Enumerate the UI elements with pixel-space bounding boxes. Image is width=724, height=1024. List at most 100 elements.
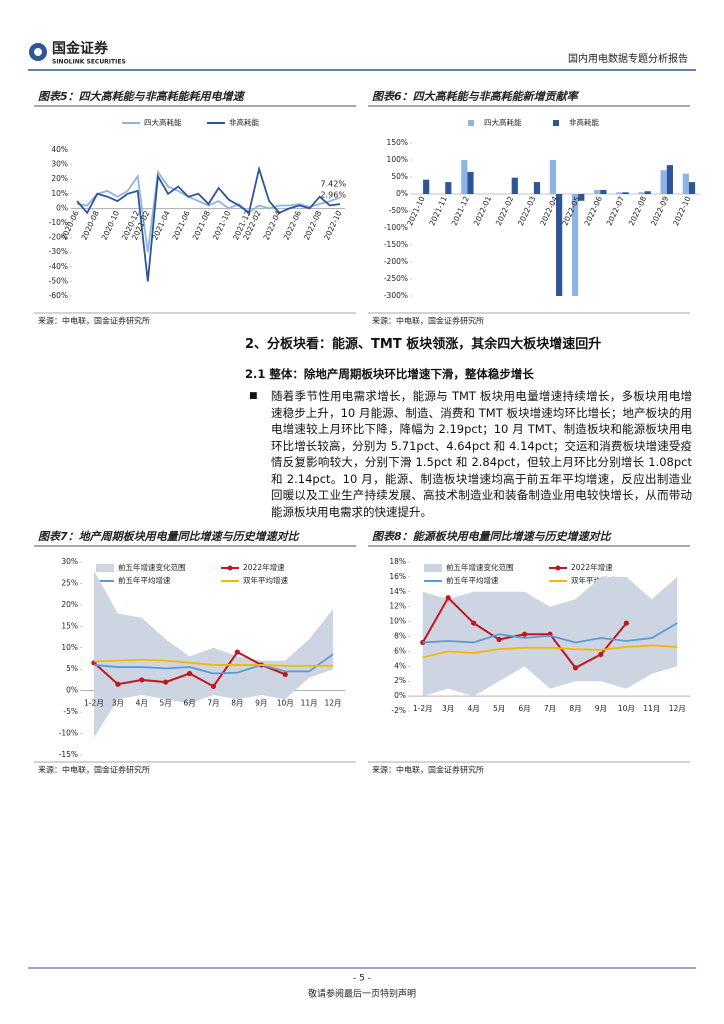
y-tick-label: -10% bbox=[49, 218, 68, 227]
series-line bbox=[422, 622, 678, 644]
x-tick-label: 1-2月 bbox=[413, 704, 433, 713]
y-tick-label: -30% bbox=[49, 247, 68, 256]
x-tick-label: 2022-02 bbox=[494, 195, 515, 227]
paragraph: 随着季节性用电需求增长，能源与 TMT 板块用电量增速持续增长，多板块用电增速稳… bbox=[245, 388, 692, 520]
y-tick-label: 12% bbox=[389, 602, 406, 611]
point bbox=[139, 677, 145, 683]
bar bbox=[644, 191, 651, 194]
annotation: 7.42% bbox=[321, 180, 347, 189]
y-tick-label: 0% bbox=[394, 691, 406, 700]
point bbox=[598, 651, 604, 657]
y-tick-label: 10% bbox=[389, 617, 406, 626]
point bbox=[282, 671, 288, 677]
bar bbox=[682, 173, 689, 194]
figure-title: 图表5：四大高耗能与非高耗能耗用电增速 bbox=[38, 90, 246, 103]
y-tick-label: 14% bbox=[389, 587, 406, 596]
y-tick-label: 100% bbox=[387, 155, 408, 164]
point bbox=[521, 631, 528, 637]
series-line bbox=[76, 165, 341, 282]
x-tick-label: 2022-10 bbox=[671, 195, 692, 227]
x-tick-label: 2021-12 bbox=[450, 195, 471, 227]
bar bbox=[688, 182, 696, 194]
figure-source: 来源：中电联，国金证券研究所 bbox=[372, 765, 484, 775]
y-tick-label: -10% bbox=[59, 729, 78, 738]
x-tick-label: 1-2月 bbox=[84, 699, 104, 708]
y-tick-label: -50% bbox=[49, 276, 68, 285]
legend-swatch bbox=[424, 564, 442, 572]
legend-label: 四大高耗能 bbox=[484, 117, 522, 127]
point bbox=[471, 620, 477, 626]
x-tick-label: 2022-08 bbox=[627, 195, 648, 227]
x-tick-label: 11月 bbox=[301, 699, 318, 708]
y-tick-label: 10% bbox=[51, 189, 68, 198]
y-tick-label: -15% bbox=[59, 750, 78, 759]
x-tick-label: 10月 bbox=[277, 699, 294, 708]
legend-label: 前五年平均增速 bbox=[446, 575, 499, 585]
y-tick-label: 30% bbox=[61, 557, 78, 566]
x-tick-label: 8月 bbox=[569, 704, 581, 713]
legend-label: 双年平均增速 bbox=[243, 575, 288, 585]
x-tick-label: 3月 bbox=[442, 704, 454, 713]
x-tick-label: 5月 bbox=[493, 704, 505, 713]
y-tick-label: 40% bbox=[51, 145, 68, 154]
point bbox=[210, 683, 217, 689]
x-tick-label: 4月 bbox=[467, 704, 479, 713]
y-tick-label: 20% bbox=[61, 600, 78, 609]
logo-en: SINOLINK SECURITIES bbox=[52, 59, 126, 66]
legend-label: 前五年平均增速 bbox=[118, 575, 171, 585]
legend-label: 2022年增速 bbox=[243, 562, 285, 572]
y-tick-label: -40% bbox=[49, 262, 68, 271]
point bbox=[115, 681, 121, 687]
y-tick-label: 25% bbox=[61, 578, 78, 587]
y-tick-label: -2% bbox=[391, 706, 406, 715]
legend-label: 2022年增速 bbox=[571, 562, 613, 572]
bar bbox=[666, 165, 673, 194]
x-tick-label: 12月 bbox=[669, 704, 686, 713]
legend-swatch bbox=[553, 120, 559, 126]
bar bbox=[556, 194, 563, 296]
x-tick-label: 3月 bbox=[112, 699, 124, 708]
y-tick-label: -5% bbox=[63, 707, 78, 716]
y-tick-label: -200% bbox=[384, 257, 408, 266]
x-tick-label: 2020-08 bbox=[79, 209, 100, 241]
bar bbox=[445, 182, 452, 194]
x-tick-label: 2020-10 bbox=[100, 209, 121, 241]
figure-title: 图表8：能源板块用电量同比增速与历史增速对比 bbox=[372, 530, 613, 543]
y-tick-label: 50% bbox=[391, 172, 408, 181]
x-tick-label: 9月 bbox=[595, 704, 607, 713]
point bbox=[572, 665, 579, 671]
legend-marker bbox=[555, 565, 561, 571]
bar bbox=[467, 171, 474, 194]
x-tick-label: 2021-10 bbox=[211, 209, 232, 241]
x-tick-label: 8月 bbox=[231, 699, 243, 708]
y-tick-label: 16% bbox=[389, 572, 406, 581]
y-tick-label: 0% bbox=[66, 686, 78, 695]
bar bbox=[578, 194, 585, 201]
figure-title: 图表7：地产周期板块用电量同比增速与历史增速对比 bbox=[38, 530, 301, 543]
y-tick-label: 15% bbox=[61, 621, 78, 630]
bar bbox=[533, 182, 541, 194]
logo-icon-inner bbox=[34, 48, 42, 56]
x-tick-label: 2022-01 bbox=[472, 195, 493, 227]
y-tick-label: 5% bbox=[66, 664, 78, 673]
report-title: 国内用电数据专题分析报告 bbox=[568, 52, 688, 65]
x-tick-label: 10月 bbox=[618, 704, 635, 713]
y-tick-label: -60% bbox=[49, 291, 68, 300]
x-tick-label: 6月 bbox=[183, 699, 195, 708]
figure-source: 来源：中电联，国金证券研究所 bbox=[372, 316, 484, 326]
x-tick-label: 2021-11 bbox=[427, 195, 448, 227]
x-tick-label: 2021-08 bbox=[191, 209, 212, 241]
x-tick-label: 2022-10 bbox=[322, 209, 343, 241]
bar bbox=[594, 189, 601, 194]
bar bbox=[638, 192, 645, 194]
y-tick-label: -100% bbox=[384, 223, 408, 232]
legend-swatch bbox=[96, 564, 114, 572]
legend-label: 非高耗能 bbox=[229, 117, 259, 127]
point bbox=[163, 679, 169, 685]
x-tick-label: 2022-05 bbox=[560, 195, 581, 227]
x-tick-label: 2021-10 bbox=[405, 195, 426, 227]
page-number: - 5 - bbox=[353, 974, 371, 984]
bar bbox=[622, 192, 629, 194]
bar bbox=[461, 160, 468, 194]
